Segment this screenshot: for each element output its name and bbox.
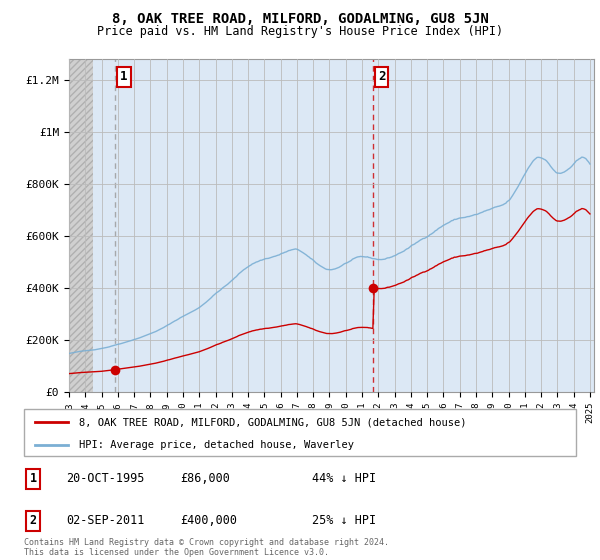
Text: 2: 2 — [29, 514, 37, 528]
FancyBboxPatch shape — [24, 409, 576, 456]
Text: Price paid vs. HM Land Registry's House Price Index (HPI): Price paid vs. HM Land Registry's House … — [97, 25, 503, 38]
Text: 1: 1 — [120, 71, 127, 83]
Text: £400,000: £400,000 — [180, 514, 237, 528]
Text: Contains HM Land Registry data © Crown copyright and database right 2024.
This d: Contains HM Land Registry data © Crown c… — [24, 538, 389, 557]
Text: HPI: Average price, detached house, Waverley: HPI: Average price, detached house, Wave… — [79, 440, 354, 450]
Text: £86,000: £86,000 — [180, 472, 230, 486]
Bar — [69, 59, 94, 392]
Text: 20-OCT-1995: 20-OCT-1995 — [66, 472, 145, 486]
Text: 2: 2 — [378, 71, 385, 83]
Text: 1: 1 — [29, 472, 37, 486]
Text: 44% ↓ HPI: 44% ↓ HPI — [312, 472, 376, 486]
Text: 8, OAK TREE ROAD, MILFORD, GODALMING, GU8 5JN: 8, OAK TREE ROAD, MILFORD, GODALMING, GU… — [112, 12, 488, 26]
Text: 25% ↓ HPI: 25% ↓ HPI — [312, 514, 376, 528]
Text: 02-SEP-2011: 02-SEP-2011 — [66, 514, 145, 528]
Text: 8, OAK TREE ROAD, MILFORD, GODALMING, GU8 5JN (detached house): 8, OAK TREE ROAD, MILFORD, GODALMING, GU… — [79, 417, 467, 427]
